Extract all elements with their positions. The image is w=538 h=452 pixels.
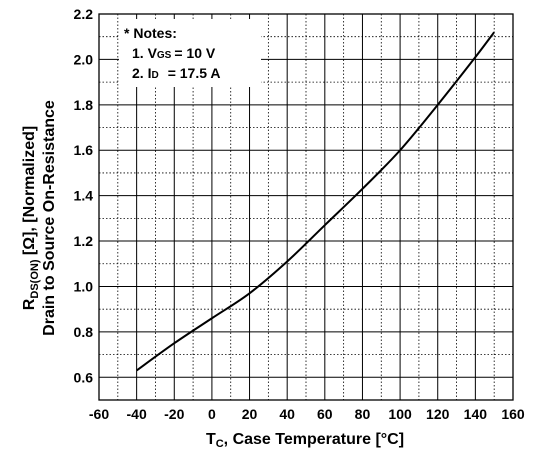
y-axis-title: RDS(ON) [Ω], [Normalized] Drain to Sourc…: [21, 100, 58, 336]
x-tick-label: 0: [208, 406, 216, 422]
plot-frame: [98, 13, 514, 401]
x-axis-title: TC, Case Temperature [°C]: [206, 431, 404, 450]
x-tick-label: -40: [127, 406, 147, 422]
y-tick-label: 0.6: [74, 369, 94, 385]
x-axis-title-sub: C: [216, 438, 224, 450]
note-vgs-value: = 10 V: [174, 45, 216, 61]
x-tick-label: 100: [388, 406, 412, 422]
y-tick-label: 0.8: [74, 324, 94, 340]
y-tick-labels: 0.6 0.8 1.0 1.2 1.4 1.6 1.8 2.0 2.2: [74, 6, 94, 385]
y-tick-label: 1.6: [74, 142, 94, 158]
x-tick-label: 40: [279, 406, 295, 422]
y-axis-title-main: R: [21, 298, 38, 310]
series-line: [136, 31, 495, 372]
x-tick-label: 80: [355, 406, 371, 422]
y-tick-label: 1.0: [74, 278, 94, 294]
y-tick-label: 1.8: [74, 97, 94, 113]
x-axis-title-rest: , Case Temperature [°C]: [224, 431, 404, 448]
x-tick-label: 20: [242, 406, 258, 422]
y-axis-title-line1: RDS(ON) [Ω], [Normalized]: [21, 126, 41, 310]
x-tick-label: 120: [426, 406, 450, 422]
note-id: 2. ID = 17.5 A: [132, 65, 221, 81]
y-tick-label: 1.4: [74, 188, 94, 204]
y-axis-title-line2: Drain to Source On-Resistance: [41, 100, 58, 336]
note-id-prefix: 2. I: [132, 65, 151, 81]
y-tick-label: 2.0: [74, 51, 94, 67]
x-tick-label: 140: [464, 406, 488, 422]
notes-box: [119, 19, 261, 87]
y-tick-label: 2.2: [74, 6, 94, 22]
note-vgs-sub: GS: [157, 50, 172, 61]
note-vgs-prefix: 1. V: [132, 45, 158, 61]
note-id-value: = 17.5 A: [168, 65, 221, 81]
y-axis-title-sub: DS(ON): [29, 259, 41, 298]
note-vgs: 1. VGS = 10 V: [132, 45, 216, 61]
note-id-sub: D: [151, 70, 158, 81]
x-tick-label: -20: [164, 406, 184, 422]
y-axis-title-rest: [Ω], [Normalized]: [21, 126, 38, 260]
x-tick-label: -60: [89, 406, 109, 422]
x-tick-label: 60: [317, 406, 333, 422]
x-axis-title-main: T: [206, 431, 216, 448]
notes-title: * Notes:: [124, 25, 177, 41]
x-tick-labels: -60 -40 -20 0 20 40 60 80 100 120 140 160: [89, 406, 525, 422]
x-tick-label: 160: [501, 406, 525, 422]
y-tick-label: 1.2: [74, 233, 94, 249]
